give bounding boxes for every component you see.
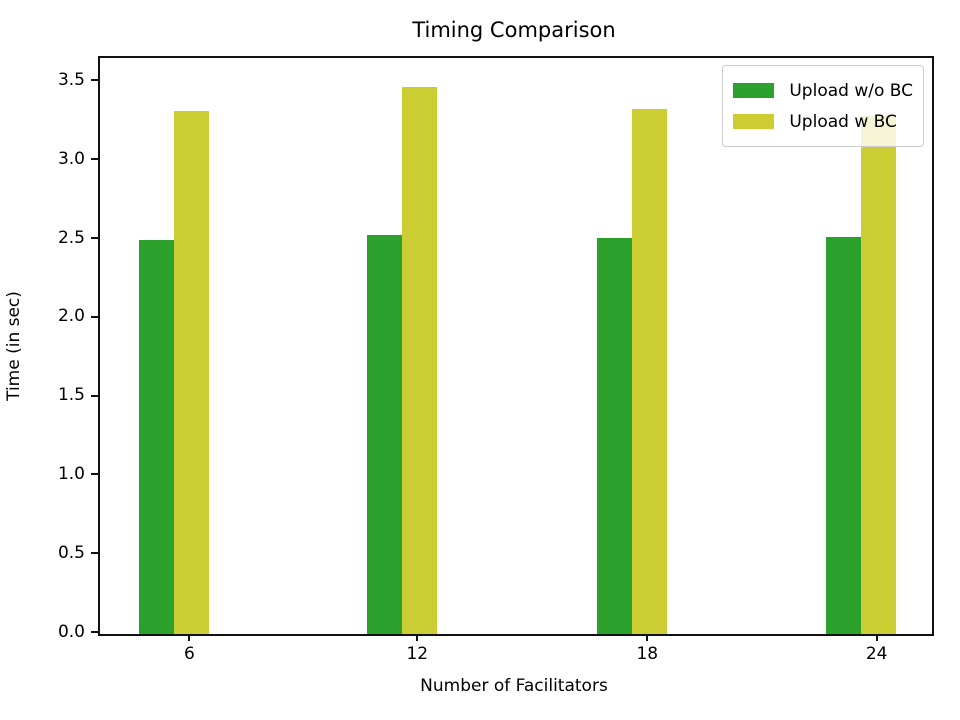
y-axis-label: Time (in sec)	[4, 291, 24, 401]
y-tick-mark-2.0	[91, 315, 98, 318]
y-tick-label-3.5: 3.5	[57, 69, 85, 90]
legend-label-upload-with-bc: Upload w BC	[789, 111, 897, 132]
y-tick-label-3.0: 3.0	[57, 148, 85, 169]
bar-18-upload-with-bc	[631, 109, 667, 634]
y-tick-mark-0.0	[91, 631, 98, 633]
x-tick-mark-24	[875, 634, 878, 641]
x-tick-mark-18	[646, 634, 649, 641]
bar-24-upload-without-bc	[826, 236, 862, 634]
bar-24-upload-with-bc	[861, 115, 897, 634]
legend-label-upload-without-bc: Upload w/o BC	[789, 80, 913, 101]
y-tick-mark-3.5	[91, 79, 98, 82]
y-tick-label-2.0: 2.0	[57, 306, 85, 327]
bar-12-upload-with-bc	[401, 87, 437, 634]
bar-18-upload-without-bc	[596, 238, 632, 634]
x-axis-label: Number of Facilitators	[420, 676, 608, 696]
x-tick-mark-6	[188, 634, 191, 641]
x-tick-label-18: 18	[636, 644, 659, 664]
y-tick-label-2.5: 2.5	[57, 227, 85, 248]
x-tick-label-6: 6	[183, 644, 195, 664]
legend-swatch-upload-without-bc-icon	[733, 83, 775, 98]
x-tick-label-24: 24	[865, 644, 888, 664]
legend-item-upload-with-bc: Upload w BC	[733, 106, 913, 137]
y-tick-label-1.0: 1.0	[57, 463, 85, 484]
legend: Upload w/o BC Upload w BC	[722, 65, 924, 147]
chart-title: Timing Comparison	[412, 18, 616, 42]
y-tick-mark-2.5	[91, 237, 98, 239]
y-tick-label-0.0: 0.0	[57, 621, 85, 642]
x-tick-label-12: 12	[406, 644, 429, 664]
y-tick-mark-1.0	[91, 473, 98, 476]
y-tick-label-0.5: 0.5	[57, 542, 85, 563]
y-tick-label-1.5: 1.5	[57, 385, 85, 406]
legend-item-upload-without-bc: Upload w/o BC	[733, 75, 913, 106]
bar-6-upload-without-bc	[138, 240, 174, 634]
x-tick-mark-12	[416, 634, 419, 641]
bar-6-upload-with-bc	[173, 110, 209, 634]
y-tick-mark-1.5	[91, 394, 98, 397]
y-tick-mark-0.5	[91, 552, 98, 555]
bar-12-upload-without-bc	[366, 235, 402, 634]
y-tick-mark-3.0	[91, 158, 98, 161]
plot-area: Upload w/o BC Upload w BC	[98, 56, 934, 636]
legend-swatch-upload-with-bc-icon	[733, 114, 775, 129]
